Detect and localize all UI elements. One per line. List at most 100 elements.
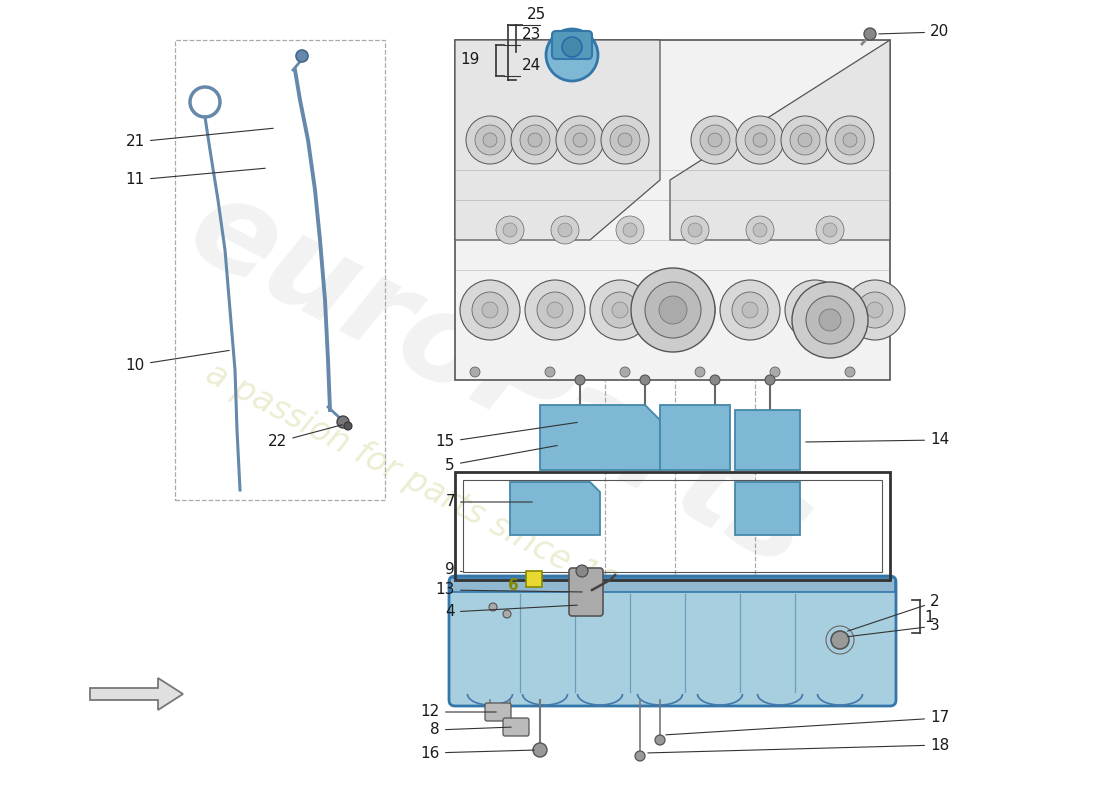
Circle shape (746, 216, 774, 244)
Text: 10: 10 (125, 350, 229, 373)
Circle shape (534, 743, 547, 757)
Circle shape (754, 133, 767, 147)
FancyBboxPatch shape (485, 703, 512, 721)
Circle shape (618, 133, 632, 147)
Text: 4: 4 (446, 605, 578, 619)
Polygon shape (540, 405, 660, 470)
Circle shape (864, 28, 876, 40)
Circle shape (496, 216, 524, 244)
Circle shape (551, 216, 579, 244)
Circle shape (742, 302, 758, 318)
Circle shape (708, 133, 722, 147)
Circle shape (528, 133, 542, 147)
Circle shape (720, 280, 780, 340)
Polygon shape (455, 40, 890, 380)
Circle shape (695, 367, 705, 377)
Circle shape (745, 125, 776, 155)
Circle shape (546, 29, 598, 81)
Circle shape (537, 292, 573, 328)
Bar (764, 436, 776, 444)
Circle shape (503, 223, 517, 237)
Circle shape (544, 367, 556, 377)
Circle shape (654, 280, 715, 340)
Circle shape (659, 296, 688, 324)
Circle shape (475, 125, 505, 155)
Bar (450, 578, 895, 592)
FancyBboxPatch shape (449, 576, 896, 706)
Circle shape (691, 116, 739, 164)
Bar (575, 436, 585, 444)
Circle shape (816, 216, 844, 244)
Text: 24: 24 (522, 58, 541, 73)
Circle shape (601, 116, 649, 164)
Text: 15: 15 (436, 422, 578, 450)
Text: 8: 8 (430, 722, 512, 738)
Circle shape (710, 375, 720, 385)
Circle shape (806, 296, 854, 344)
Circle shape (845, 367, 855, 377)
Circle shape (460, 280, 520, 340)
Circle shape (620, 367, 630, 377)
Polygon shape (735, 482, 800, 535)
Circle shape (798, 133, 812, 147)
Bar (640, 436, 650, 444)
Circle shape (520, 125, 550, 155)
FancyBboxPatch shape (503, 718, 529, 736)
Text: 21: 21 (125, 128, 273, 150)
Circle shape (558, 223, 572, 237)
Circle shape (807, 302, 823, 318)
Circle shape (785, 280, 845, 340)
Polygon shape (735, 410, 800, 470)
Text: 16: 16 (420, 746, 535, 761)
Bar (526, 571, 542, 587)
Circle shape (482, 302, 498, 318)
Text: 1: 1 (924, 610, 934, 625)
Circle shape (688, 223, 702, 237)
Circle shape (823, 223, 837, 237)
Circle shape (490, 603, 497, 611)
Circle shape (483, 133, 497, 147)
Circle shape (843, 133, 857, 147)
Text: 17: 17 (666, 710, 949, 735)
Circle shape (631, 268, 715, 352)
Bar (463, 480, 882, 572)
Circle shape (830, 631, 849, 649)
Text: 25: 25 (527, 7, 547, 22)
Circle shape (764, 375, 776, 385)
Text: 11: 11 (125, 168, 265, 187)
Text: 6: 6 (508, 578, 519, 593)
Circle shape (503, 610, 512, 618)
Circle shape (732, 292, 768, 328)
Text: 13: 13 (436, 582, 582, 598)
Polygon shape (455, 40, 660, 240)
Circle shape (573, 133, 587, 147)
Circle shape (635, 751, 645, 761)
Text: 19: 19 (461, 53, 480, 67)
Circle shape (623, 223, 637, 237)
Circle shape (826, 116, 875, 164)
Circle shape (525, 280, 585, 340)
Bar (710, 436, 720, 444)
Text: 23: 23 (522, 27, 541, 42)
Circle shape (296, 50, 308, 62)
Circle shape (640, 375, 650, 385)
Text: 22: 22 (268, 425, 342, 450)
Text: 12: 12 (420, 705, 496, 719)
Circle shape (565, 125, 595, 155)
Bar (455, 472, 890, 580)
FancyBboxPatch shape (569, 568, 603, 616)
Circle shape (781, 116, 829, 164)
Circle shape (512, 116, 559, 164)
Circle shape (654, 735, 666, 745)
Text: 18: 18 (648, 738, 949, 753)
Circle shape (556, 116, 604, 164)
Circle shape (576, 565, 588, 577)
Circle shape (337, 416, 349, 428)
Circle shape (645, 282, 701, 338)
Circle shape (610, 125, 640, 155)
Circle shape (562, 37, 582, 57)
Circle shape (344, 422, 352, 430)
Circle shape (857, 292, 893, 328)
Circle shape (612, 302, 628, 318)
Text: 5: 5 (446, 446, 558, 473)
